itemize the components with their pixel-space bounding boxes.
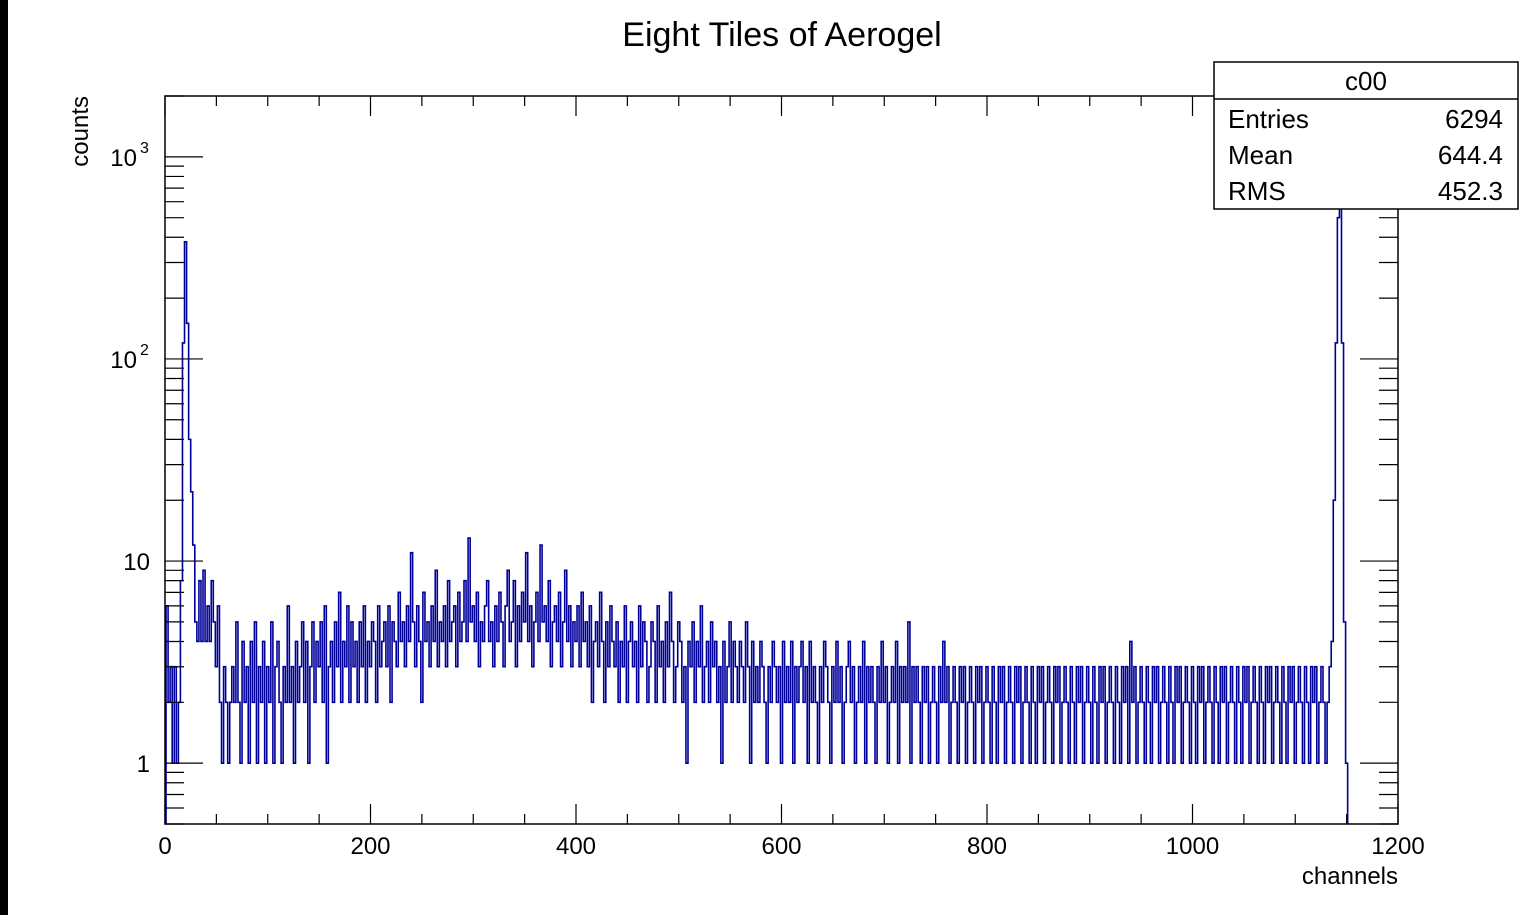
x-axis-label: channels bbox=[1302, 863, 1398, 890]
y-tick-label: 1 bbox=[137, 751, 150, 778]
stats-box-title: c00 bbox=[1345, 66, 1387, 96]
y-tick-label: 10 bbox=[110, 347, 137, 374]
y-tick-label-exponent: 3 bbox=[140, 140, 149, 157]
y-tick-label: 10 bbox=[123, 549, 150, 576]
x-tick-label: 1000 bbox=[1166, 833, 1219, 860]
plot-area bbox=[165, 175, 1349, 824]
x-tick-label: 0 bbox=[158, 833, 171, 860]
chart-title: Eight Tiles of Aerogel bbox=[622, 16, 941, 54]
x-tick-label: 800 bbox=[967, 833, 1007, 860]
stats-entries-value: 6294 bbox=[1445, 104, 1503, 134]
stats-rms-value: 452.3 bbox=[1438, 176, 1503, 206]
stats-box: c00 Entries 6294 Mean 644.4 RMS 452.3 bbox=[1213, 61, 1519, 210]
stats-mean-label: Mean bbox=[1228, 140, 1293, 170]
y-tick-label-exponent: 2 bbox=[140, 342, 149, 359]
x-tick-label: 1200 bbox=[1371, 833, 1424, 860]
stats-entries-label: Entries bbox=[1228, 104, 1309, 134]
x-tick-label: 400 bbox=[556, 833, 596, 860]
y-axis-label: counts bbox=[67, 96, 94, 167]
stats-rms-label: RMS bbox=[1228, 176, 1286, 206]
stats-box-frame bbox=[1213, 61, 1519, 210]
stats-mean-value: 644.4 bbox=[1438, 140, 1503, 170]
histogram-series bbox=[165, 175, 1349, 824]
y-tick-label: 10 bbox=[110, 145, 137, 172]
x-axis: 0 200 400 600 800 1000 1200 bbox=[158, 96, 1425, 860]
x-tick-label: 600 bbox=[761, 833, 801, 860]
x-tick-label: 200 bbox=[350, 833, 390, 860]
